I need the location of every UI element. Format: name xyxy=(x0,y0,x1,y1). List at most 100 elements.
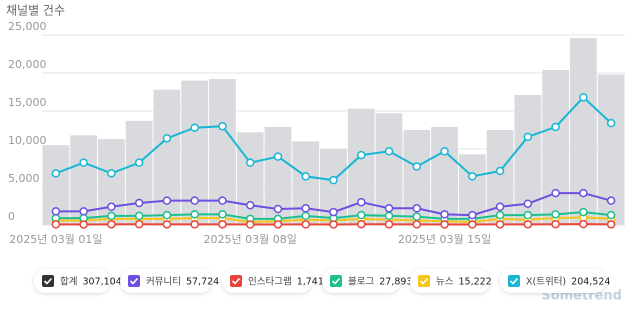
point xyxy=(134,198,144,208)
point xyxy=(579,93,588,102)
point xyxy=(51,220,61,229)
point xyxy=(357,150,366,160)
point xyxy=(190,123,199,132)
legend-item[interactable]: 뉴스 15,222 xyxy=(410,269,492,293)
legend-name: 합계 xyxy=(60,275,77,287)
point xyxy=(329,175,338,185)
point xyxy=(523,132,533,142)
point xyxy=(606,118,616,128)
legend-label: 인스타그램 1,741 xyxy=(248,275,324,287)
legend-name: 뉴스 xyxy=(436,276,454,287)
point xyxy=(273,204,283,214)
point xyxy=(218,196,227,205)
point xyxy=(329,220,338,229)
point xyxy=(384,204,394,213)
legend-pill xyxy=(500,269,606,293)
bar xyxy=(431,126,458,225)
y-tick-label: 5,000 xyxy=(8,172,40,185)
point xyxy=(301,220,310,229)
point xyxy=(495,220,505,229)
point xyxy=(551,219,560,229)
legend-name: X(트위터) xyxy=(526,275,566,287)
legend-total: 1,741 xyxy=(297,276,324,287)
bar xyxy=(125,120,153,225)
point xyxy=(51,207,61,216)
point xyxy=(412,220,422,229)
point xyxy=(51,169,61,178)
check-icon xyxy=(231,277,241,285)
point xyxy=(523,210,533,220)
point xyxy=(412,204,422,213)
legend-label: 블로그 27,893 xyxy=(348,276,412,287)
point xyxy=(134,211,144,221)
legend-checkbox xyxy=(418,275,430,287)
point xyxy=(301,172,310,181)
legend-total: 57,724 xyxy=(186,276,219,287)
legend-checkbox xyxy=(330,275,342,287)
legend-checkbox xyxy=(230,275,242,287)
legend-item[interactable]: 블로그 27,893 xyxy=(322,269,412,293)
point xyxy=(190,210,199,219)
point xyxy=(606,210,616,220)
legend-pill xyxy=(322,269,400,293)
legend-total: 204,524 xyxy=(571,276,610,287)
point xyxy=(162,196,172,205)
point xyxy=(329,207,338,217)
legend-checkbox xyxy=(42,275,54,287)
point xyxy=(384,211,394,221)
point xyxy=(384,220,394,229)
point xyxy=(245,200,255,210)
check-icon xyxy=(331,277,341,285)
point xyxy=(273,220,283,229)
point xyxy=(79,158,88,167)
y-tick-label: 0 xyxy=(8,210,15,223)
check-icon xyxy=(509,277,519,285)
bar xyxy=(347,108,375,225)
legend-pill xyxy=(120,269,212,293)
point xyxy=(107,220,116,229)
point xyxy=(440,210,449,219)
point xyxy=(551,122,560,132)
legend-item[interactable]: X(트위터) 204,524 xyxy=(500,269,610,293)
legend-label: X(트위터) 204,524 xyxy=(526,275,610,287)
legend-label: 합계 307,104 xyxy=(60,275,122,287)
point xyxy=(440,147,449,156)
legend-item[interactable]: 인스타그램 1,741 xyxy=(222,269,324,293)
point xyxy=(412,162,422,171)
legend-checkbox xyxy=(128,275,140,287)
point xyxy=(162,134,172,143)
chart-title: 채널별 건수 xyxy=(6,4,65,18)
point xyxy=(495,202,505,212)
point xyxy=(245,158,255,167)
point xyxy=(357,219,366,229)
point xyxy=(107,211,116,221)
x-tick-label: 2025년 03월 08일 xyxy=(204,232,297,246)
point xyxy=(190,196,199,205)
point xyxy=(579,188,588,198)
point xyxy=(468,220,477,229)
point xyxy=(107,202,116,212)
legend-label: 커뮤니티 57,724 xyxy=(146,276,219,287)
check-icon xyxy=(43,277,53,285)
point xyxy=(79,207,88,216)
legend-item[interactable]: 합계 307,104 xyxy=(34,269,122,293)
x-tick-label: 2025년 03월 15일 xyxy=(398,232,491,246)
point xyxy=(495,210,505,220)
point xyxy=(606,196,616,205)
point xyxy=(606,220,616,229)
point xyxy=(301,204,310,213)
point xyxy=(301,211,310,221)
point xyxy=(218,121,227,131)
point xyxy=(134,158,144,167)
point xyxy=(579,219,588,229)
point xyxy=(273,152,283,161)
legend-item[interactable]: 커뮤니티 57,724 xyxy=(120,269,219,293)
point xyxy=(468,210,477,220)
point xyxy=(107,169,116,178)
legend-total: 27,893 xyxy=(379,276,412,287)
point xyxy=(357,210,366,220)
point xyxy=(162,210,172,220)
bar xyxy=(236,132,264,225)
y-tick-label: 25,000 xyxy=(8,20,47,33)
